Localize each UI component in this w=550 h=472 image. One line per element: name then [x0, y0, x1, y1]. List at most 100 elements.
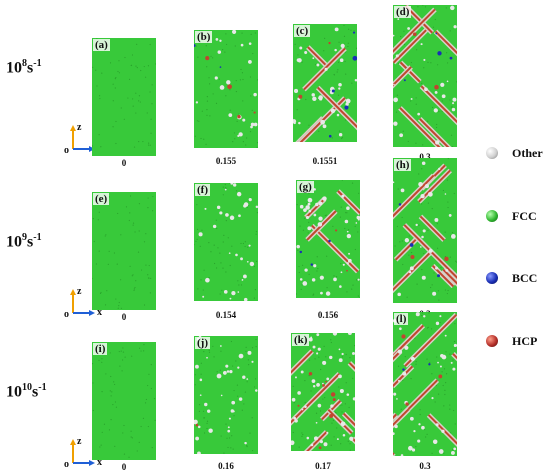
defect-atom: [302, 281, 308, 286]
defect-atom: [230, 183, 234, 185]
fcc-speckle: [232, 448, 234, 450]
strain-value: 0.156: [317, 310, 339, 320]
fcc-speckle: [143, 65, 145, 68]
defect-atom: [439, 365, 442, 368]
fcc-speckle: [213, 356, 215, 358]
defect-atom: [294, 376, 297, 379]
strain-value: 0: [121, 158, 127, 168]
defect-atom: [453, 343, 457, 348]
fcc-speckle: [241, 72, 244, 74]
fcc-speckle: [443, 452, 445, 454]
fcc-speckle: [116, 263, 118, 265]
fcc-speckle: [112, 83, 114, 85]
fcc-speckle: [221, 289, 223, 291]
fcc-speckle: [427, 61, 429, 63]
fcc-speckle: [92, 66, 94, 68]
fcc-speckle: [345, 353, 347, 356]
defect-atom: [411, 448, 416, 452]
defect-atom: [325, 291, 331, 296]
fcc-speckle: [400, 408, 402, 410]
fcc-speckle: [233, 415, 235, 417]
fcc-speckle: [208, 277, 210, 279]
defect-atom: [316, 63, 320, 67]
defect-atom: [417, 439, 421, 443]
defect-atom: [346, 230, 349, 233]
defect-atom: [217, 50, 222, 54]
fcc-speckle: [118, 301, 120, 304]
fcc-speckle: [112, 403, 114, 406]
fcc-speckle: [148, 264, 150, 267]
defect-atom: [216, 205, 221, 210]
defect-atom: [298, 94, 303, 99]
fcc-speckle: [445, 382, 447, 384]
fcc-speckle: [135, 92, 137, 94]
fcc-speckle: [99, 446, 101, 448]
fcc-speckle: [298, 446, 300, 448]
defect-atom: [347, 258, 352, 263]
hcp-stacking-fault: [342, 412, 355, 427]
fcc-speckle: [324, 37, 326, 39]
defect-atom: [318, 216, 323, 221]
fcc-speckle: [318, 130, 320, 132]
fcc-speckle: [324, 214, 326, 217]
defect-atom: [313, 213, 317, 217]
fcc-speckle: [240, 68, 242, 71]
fcc-speckle: [344, 119, 347, 121]
fcc-speckle: [442, 384, 444, 387]
fcc-speckle: [430, 286, 432, 289]
fcc-speckle: [418, 224, 420, 226]
fcc-speckle: [425, 436, 427, 438]
fcc-speckle: [301, 435, 303, 437]
fcc-speckle: [216, 371, 218, 373]
fcc-speckle: [443, 405, 445, 407]
hcp-stacking-fault: [419, 215, 445, 241]
defect-atom: [356, 215, 360, 220]
defect-atom: [243, 274, 247, 279]
fcc-speckle: [144, 402, 147, 404]
fcc-speckle: [308, 193, 310, 195]
fcc-speckle: [100, 291, 102, 294]
defect-atom: [393, 34, 395, 37]
microstructure-texture: [296, 180, 360, 298]
defect-atom: [308, 372, 313, 376]
fcc-speckle: [227, 446, 229, 449]
defect-atom: [317, 403, 322, 408]
fcc-speckle: [225, 220, 227, 222]
fcc-speckle: [312, 294, 314, 296]
fcc-speckle: [133, 288, 135, 290]
fcc-speckle: [98, 134, 100, 136]
defect-atom: [251, 360, 254, 363]
fcc-speckle: [255, 233, 257, 235]
fcc-speckle: [246, 445, 248, 447]
defect-atom: [322, 196, 327, 201]
x-axis-label: x: [97, 457, 102, 468]
defect-atom: [238, 353, 244, 359]
other-ball-icon: [486, 147, 498, 159]
defect-atom: [417, 112, 421, 116]
fcc-speckle: [132, 105, 134, 107]
fcc-speckle: [221, 48, 224, 51]
fcc-speckle: [150, 277, 152, 279]
defect-atom: [328, 134, 332, 138]
defect-atom: [403, 79, 406, 82]
defect-atom: [352, 351, 355, 355]
hcp-stacking-fault: [434, 30, 457, 55]
fcc-speckle: [147, 65, 150, 67]
defect-atom: [344, 105, 349, 110]
fcc-speckle: [232, 140, 234, 143]
fcc-speckle: [394, 245, 396, 247]
fcc-speckle: [244, 241, 246, 243]
fcc-speckle: [419, 413, 421, 416]
fcc-speckle: [310, 390, 312, 392]
origin-label: o: [64, 309, 69, 320]
fcc-speckle: [231, 435, 233, 437]
fcc-speckle: [241, 32, 243, 34]
fcc-speckle: [256, 142, 258, 144]
fcc-speckle: [349, 443, 351, 445]
fcc-speckle: [396, 225, 398, 228]
defect-atom: [228, 417, 231, 420]
fcc-speckle: [431, 106, 434, 109]
fcc-speckle: [298, 271, 300, 274]
fcc-speckle: [147, 384, 149, 387]
hcp-stacking-fault: [452, 353, 457, 360]
